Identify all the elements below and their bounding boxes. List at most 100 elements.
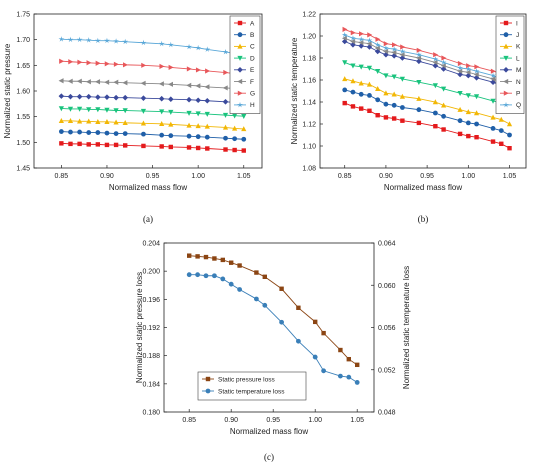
data-point	[433, 124, 438, 129]
data-point	[86, 60, 92, 66]
data-point	[441, 55, 447, 61]
data-point	[375, 97, 381, 103]
data-point	[229, 260, 234, 265]
data-point	[67, 93, 74, 100]
data-point	[457, 106, 463, 112]
data-point	[441, 86, 447, 92]
data-point	[279, 286, 284, 291]
data-point	[457, 131, 463, 137]
data-point	[58, 36, 65, 42]
data-point	[205, 146, 210, 151]
data-point	[432, 59, 438, 65]
x-tick-label: 0.85	[182, 417, 196, 424]
data-point	[195, 254, 200, 259]
legend-marker	[237, 55, 243, 61]
data-point	[358, 64, 364, 70]
data-point	[222, 112, 229, 118]
x-tick-label: 0.95	[420, 173, 434, 180]
chart-c: 0.85 0.90 0.95 1.00 1.05 0.180 0.184 0.188 0.192…	[135, 241, 411, 463]
data-point	[158, 81, 164, 87]
data-point	[359, 106, 364, 111]
data-point	[342, 76, 348, 82]
data-point	[186, 272, 192, 278]
data-point	[167, 41, 174, 48]
data-point	[375, 36, 381, 42]
y-axis-label: Normalized static temperature	[290, 37, 299, 144]
data-point	[86, 118, 92, 124]
legend-label: I	[516, 20, 518, 27]
legend-label: D	[250, 55, 255, 62]
data-point	[220, 276, 226, 282]
legend-marker	[503, 32, 509, 38]
data-point	[466, 63, 472, 69]
data-point	[416, 51, 422, 58]
data-point	[104, 61, 110, 67]
data-point	[113, 108, 119, 114]
data-point	[366, 81, 373, 87]
data-point	[350, 42, 356, 48]
data-point	[473, 110, 480, 116]
legend-marker	[503, 78, 509, 85]
legend-label: A	[250, 20, 255, 27]
data-point	[58, 106, 64, 112]
data-point	[77, 141, 82, 147]
data-point	[204, 111, 210, 117]
data-point	[399, 55, 406, 61]
data-point	[241, 113, 247, 119]
data-point	[457, 68, 463, 74]
x-axis-label: Normalized mass flow	[230, 427, 308, 436]
data-point	[350, 63, 356, 69]
y-right-tick-label: 0.048	[378, 410, 396, 417]
data-point	[416, 47, 422, 53]
data-point	[58, 93, 65, 99]
data-point	[391, 74, 397, 80]
legend-marker	[237, 101, 243, 108]
data-point	[383, 90, 389, 96]
data-point	[195, 134, 201, 140]
x-axis-label: Normalized mass flow	[384, 183, 462, 192]
legend-marker	[205, 376, 211, 382]
legend-label: M	[516, 67, 521, 74]
y-tick-label: 0.188	[142, 353, 160, 360]
legend-marker	[503, 67, 509, 73]
data-point	[366, 41, 372, 47]
data-point	[432, 99, 438, 105]
data-point	[68, 129, 73, 135]
data-point	[228, 281, 234, 287]
data-point	[473, 68, 480, 74]
series-line-static-temperature-loss	[189, 274, 358, 383]
y-axis-label: Normalized static pressure	[3, 43, 12, 138]
data-point	[346, 356, 351, 362]
data-point	[383, 41, 389, 47]
data-point	[67, 106, 74, 112]
data-point	[490, 139, 496, 144]
y-tick-label: 1.65	[16, 63, 30, 70]
data-point	[187, 253, 192, 258]
data-point	[195, 123, 201, 129]
data-point	[223, 135, 228, 141]
data-point	[296, 338, 301, 344]
legend-marker	[503, 55, 509, 61]
data-point	[391, 91, 397, 97]
data-point	[441, 113, 446, 119]
x-tick-label: 1.00	[462, 173, 476, 180]
data-point	[95, 119, 101, 124]
data-point	[58, 78, 64, 84]
data-point	[159, 144, 164, 149]
data-point	[195, 145, 201, 151]
data-point	[113, 94, 119, 101]
data-point	[400, 105, 405, 110]
data-point	[465, 109, 471, 115]
data-point	[432, 56, 439, 62]
legend-box	[229, 15, 261, 114]
legend-label: Static temperature loss	[218, 388, 285, 395]
legend-label: G	[250, 91, 255, 98]
data-point	[222, 124, 229, 130]
data-point	[383, 73, 389, 79]
y-tick-label: 1.55	[16, 114, 30, 121]
data-point	[341, 38, 348, 45]
data-point	[358, 36, 365, 42]
y-tick-label: 1.16	[302, 78, 316, 85]
x-tick-label: 1.00	[191, 173, 205, 180]
